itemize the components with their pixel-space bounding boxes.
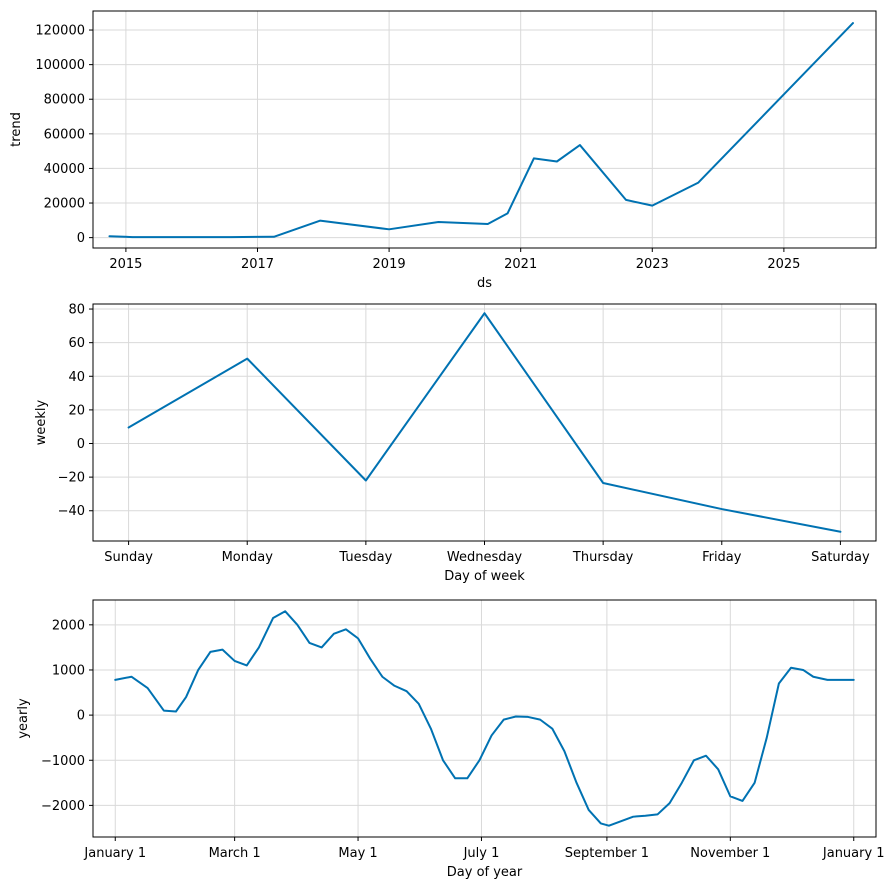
- y-tick-label: −40: [58, 504, 85, 519]
- x-axis-label: ds: [477, 276, 492, 291]
- y-tick-label: −2000: [41, 799, 85, 814]
- series-line-trend: [108, 22, 854, 239]
- y-tick-label: 0: [77, 231, 85, 246]
- x-tick-label: September 1: [565, 846, 649, 861]
- series-line-weekly: [127, 312, 842, 533]
- y-tick-label: −1000: [41, 754, 85, 769]
- x-tick-label: January 1: [83, 846, 146, 861]
- chart-panel-yearly: January 1 March 1 May 1 July 1 September 1 No…: [16, 599, 885, 880]
- x-tick-label: Thursday: [572, 550, 634, 565]
- chart-panel-weekly: Sunday Monday Tuesday Wednesday Thursday Frid…: [34, 303, 877, 584]
- y-tick-label: 20: [68, 403, 85, 418]
- x-tick-label: Saturday: [811, 550, 870, 565]
- y-tick-label: 40000: [44, 162, 85, 177]
- y-axis-label: trend: [9, 112, 24, 147]
- plot-frame: [92, 10, 877, 249]
- x-tick-label: July 1: [463, 846, 500, 861]
- x-axis-label: Day of year: [447, 865, 523, 880]
- y-tick-label: 2000: [52, 618, 85, 633]
- x-tick-label: 2021: [504, 257, 537, 272]
- series-line-yearly: [114, 610, 855, 827]
- x-tick-label: 2019: [373, 257, 406, 272]
- x-tick-label: Tuesday: [338, 550, 392, 565]
- x-tick-label: 2025: [767, 257, 800, 272]
- x-tick-label: March 1: [209, 846, 261, 861]
- x-tick-label: 2017: [241, 257, 274, 272]
- y-tick-label: −20: [58, 471, 85, 486]
- y-axis-label: weekly: [34, 399, 49, 445]
- y-tick-label: 0: [77, 437, 85, 452]
- x-tick-label: Monday: [222, 550, 274, 565]
- y-tick-label: 60000: [44, 127, 85, 142]
- y-tick-label: 60: [68, 336, 85, 351]
- x-tick-label: January 1: [822, 846, 885, 861]
- chart-panel-trend: 2015 2017 2019 2021 2023 2025 0 20000 40000 60000…: [9, 10, 877, 291]
- y-tick-label: 0: [77, 709, 85, 724]
- x-tick-label: November 1: [690, 846, 770, 861]
- y-tick-label: 40: [68, 370, 85, 385]
- x-tick-label: Friday: [702, 550, 742, 565]
- y-tick-label: 80: [68, 303, 85, 318]
- plot-frame: [92, 599, 877, 838]
- y-axis-label: yearly: [16, 698, 31, 739]
- x-axis-label: Day of week: [444, 569, 525, 584]
- x-tick-label: 2023: [636, 257, 669, 272]
- plot-frame: [92, 303, 877, 542]
- x-tick-label: Sunday: [104, 550, 153, 565]
- x-tick-label: Wednesday: [447, 550, 523, 565]
- y-tick-label: 1000: [52, 663, 85, 678]
- y-tick-label: 120000: [35, 24, 85, 39]
- y-tick-label: 80000: [44, 93, 85, 108]
- x-tick-label: May 1: [338, 846, 377, 861]
- y-tick-label: 20000: [44, 197, 85, 212]
- y-tick-label: 100000: [35, 58, 85, 73]
- x-tick-label: 2015: [109, 257, 142, 272]
